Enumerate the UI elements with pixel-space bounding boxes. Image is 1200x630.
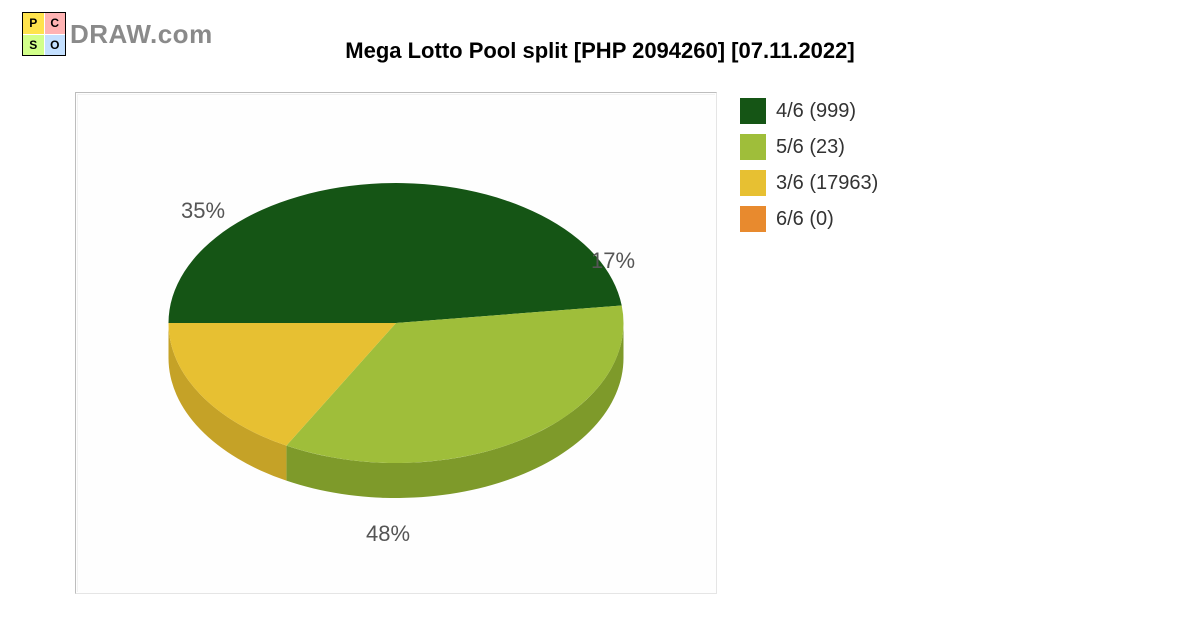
legend-swatch: [740, 206, 766, 232]
legend-swatch: [740, 98, 766, 124]
logo-cell: P: [23, 13, 44, 34]
page-root: PCSO DRAW.com Mega Lotto Pool split [PHP…: [0, 0, 1200, 630]
chart-title: Mega Lotto Pool split [PHP 2094260] [07.…: [0, 38, 1200, 64]
pie-percent-label: 48%: [366, 521, 410, 547]
legend-item: 4/6 (999): [740, 98, 878, 124]
legend-swatch: [740, 170, 766, 196]
legend-swatch: [740, 134, 766, 160]
legend-label: 4/6 (999): [776, 100, 856, 123]
logo-cell: C: [45, 13, 66, 34]
pie-chart: [159, 173, 634, 513]
legend-item: 5/6 (23): [740, 134, 878, 160]
chart-frame: 48% 35% 17%: [75, 92, 717, 594]
legend-item: 3/6 (17963): [740, 170, 878, 196]
pie-percent-label: 17%: [591, 248, 635, 274]
pie-svg: [159, 173, 634, 508]
legend-label: 6/6 (0): [776, 208, 834, 231]
legend-item: 6/6 (0): [740, 206, 878, 232]
legend: 4/6 (999) 5/6 (23) 3/6 (17963) 6/6 (0): [740, 98, 878, 232]
pie-slice: [169, 183, 622, 323]
legend-label: 3/6 (17963): [776, 172, 878, 195]
legend-label: 5/6 (23): [776, 136, 845, 159]
pie-percent-label: 35%: [181, 198, 225, 224]
